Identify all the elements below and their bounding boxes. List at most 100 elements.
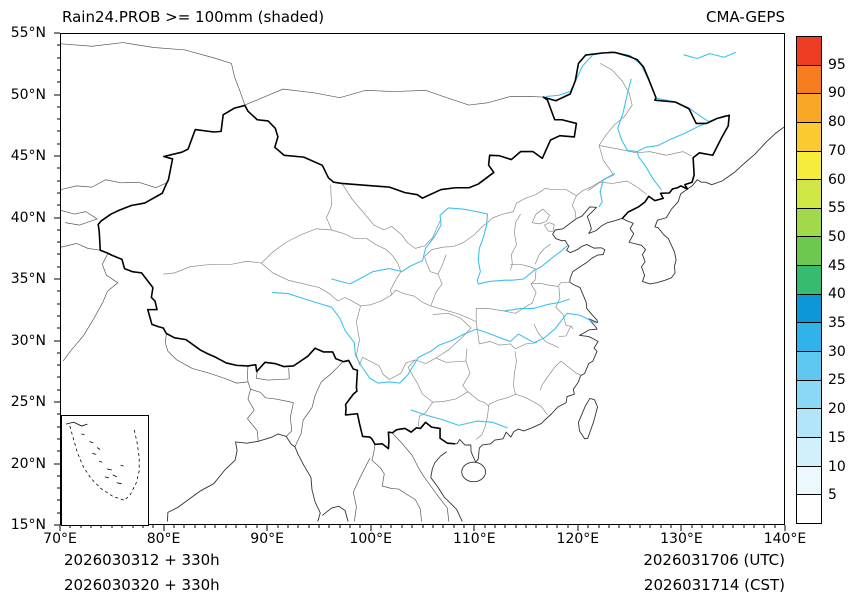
colorbar-segment <box>797 322 821 352</box>
x-tickmark <box>142 525 144 528</box>
colorbar-segment <box>797 465 821 495</box>
x-tickmark <box>359 525 361 528</box>
x-tickmark <box>163 525 165 531</box>
y-tickmark <box>57 450 60 452</box>
colorbar-label: 80 <box>828 114 846 131</box>
y-tickmark <box>57 253 60 255</box>
x-tickmark <box>629 525 631 528</box>
x-tick-label: 110°E <box>452 531 496 547</box>
y-tickmark <box>57 44 60 46</box>
x-tickmark <box>339 525 341 528</box>
x-tickmark <box>784 525 786 531</box>
colorbar-segment <box>797 179 821 208</box>
colorbar-segment <box>797 379 821 409</box>
y-tickmark <box>54 94 60 95</box>
y-tickmark <box>57 290 60 292</box>
colorbar-label: 95 <box>828 56 846 73</box>
x-tickmark <box>245 525 247 528</box>
y-tickmark <box>54 217 60 218</box>
y-tick-label: 50°N <box>10 86 46 103</box>
y-tickmark <box>57 376 60 378</box>
y-tick-label: 45°N <box>10 148 46 164</box>
x-tickmark <box>442 525 444 528</box>
x-tickmark <box>649 525 651 528</box>
x-tickmark <box>680 525 682 531</box>
y-tickmark <box>57 499 60 501</box>
y-axis-tickmarks <box>54 32 60 526</box>
national-borders <box>98 52 729 448</box>
colorbar-label: 55 <box>828 200 846 217</box>
y-tickmark <box>57 426 60 428</box>
x-axis-labels: 70°E 80°E 90°E 100°E 110°E 120°E 130°E 140°E <box>43 531 806 549</box>
x-tickmark <box>701 525 703 528</box>
y-tickmark <box>57 475 60 477</box>
colorbar-label: 45 <box>828 257 846 274</box>
x-tickmark <box>598 525 600 528</box>
x-tickmark <box>660 525 662 528</box>
y-tickmark <box>57 512 60 514</box>
x-tickmark <box>670 525 672 528</box>
y-tickmark <box>57 229 60 231</box>
y-tickmark <box>57 57 60 59</box>
y-tickmark <box>57 389 60 391</box>
y-tick-label: 15°N <box>10 517 46 533</box>
x-tickmark <box>401 525 403 528</box>
y-tickmark <box>54 32 60 34</box>
x-tickmark <box>691 525 693 528</box>
x-tickmark <box>90 525 92 528</box>
colorbar-label: 30 <box>828 343 846 360</box>
x-tickmark <box>732 525 734 528</box>
y-tickmark <box>57 192 60 194</box>
x-tickmark <box>484 525 486 528</box>
province-borders <box>163 63 691 439</box>
x-tickmark <box>546 525 548 528</box>
x-tickmark <box>100 525 102 528</box>
x-tickmark <box>235 525 237 528</box>
y-tick-label: 20°N <box>10 455 46 472</box>
y-tickmark <box>57 352 60 354</box>
colorbar-label: 90 <box>828 85 846 102</box>
colorbar-segment <box>797 121 821 151</box>
x-tickmark <box>639 525 641 528</box>
x-tick-label: 130°E <box>660 531 703 547</box>
x-tickmark <box>121 525 123 528</box>
colorbar-label: 10 <box>828 458 846 475</box>
colorbar-label: 70 <box>828 142 846 159</box>
colorbar-segment <box>797 37 821 65</box>
x-tickmark <box>225 525 227 528</box>
y-tickmark <box>57 241 60 243</box>
y-tickmark <box>57 167 60 169</box>
x-tickmark <box>567 525 568 528</box>
colorbar-label: 20 <box>828 401 846 418</box>
colorbar-segment <box>797 64 821 94</box>
x-tickmark <box>432 525 434 528</box>
colorbar-label: 40 <box>828 286 846 303</box>
colorbar-label: 15 <box>828 429 846 446</box>
x-tickmark <box>308 525 310 528</box>
valid-time-utc: 2026031706 (UTC) <box>643 551 785 569</box>
x-tickmark <box>774 525 776 528</box>
x-tickmark <box>411 525 413 528</box>
y-tickmark <box>57 413 60 415</box>
y-tick-label: 30°N <box>10 332 46 349</box>
y-tickmark <box>54 278 60 280</box>
x-tickmark <box>535 525 537 528</box>
x-tickmark <box>59 525 61 531</box>
x-tick-label: 80°E <box>146 531 181 547</box>
y-tickmark <box>57 118 60 120</box>
x-tickmark <box>380 525 382 528</box>
colorbar-segment <box>797 207 821 237</box>
x-tick-label: 140°E <box>763 531 807 547</box>
init-time-utc: 2026030312 + 330h <box>64 551 220 569</box>
x-tick-label: 120°E <box>556 531 600 547</box>
x-tickmark <box>183 525 185 528</box>
y-tickmark <box>57 487 60 489</box>
y-tickmark <box>54 401 60 403</box>
x-tickmark <box>194 525 196 528</box>
x-tickmark <box>277 525 278 528</box>
south-china-sea-inset-map <box>65 421 140 501</box>
x-tick-label: 70°E <box>43 531 77 547</box>
x-tickmark <box>390 525 392 528</box>
y-tickmark <box>57 69 60 71</box>
colorbar-segment <box>797 293 821 323</box>
